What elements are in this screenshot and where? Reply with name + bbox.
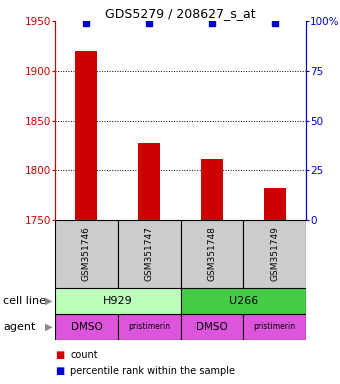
Bar — [243, 220, 306, 288]
Bar — [181, 288, 306, 314]
Bar — [243, 314, 306, 340]
Text: pristimerin: pristimerin — [128, 322, 170, 331]
Bar — [118, 314, 181, 340]
Text: ■: ■ — [55, 350, 64, 360]
Text: DMSO: DMSO — [71, 322, 102, 332]
Text: DMSO: DMSO — [196, 322, 228, 332]
Text: pristimerin: pristimerin — [254, 322, 296, 331]
Bar — [118, 220, 181, 288]
Text: U266: U266 — [228, 296, 258, 306]
Bar — [264, 189, 286, 220]
Text: GSM351747: GSM351747 — [145, 227, 154, 281]
Bar — [55, 220, 118, 288]
Text: percentile rank within the sample: percentile rank within the sample — [70, 366, 235, 376]
Text: agent: agent — [3, 322, 36, 332]
Text: ▶: ▶ — [45, 322, 52, 332]
Text: GSM351746: GSM351746 — [82, 227, 91, 281]
Bar — [55, 314, 118, 340]
Bar — [201, 159, 223, 220]
Text: count: count — [70, 350, 98, 360]
Bar — [181, 314, 243, 340]
Bar — [138, 142, 160, 220]
Bar — [75, 51, 98, 220]
Title: GDS5279 / 208627_s_at: GDS5279 / 208627_s_at — [105, 7, 256, 20]
Bar — [181, 220, 243, 288]
Text: ■: ■ — [55, 366, 64, 376]
Bar — [55, 288, 181, 314]
Text: H929: H929 — [103, 296, 133, 306]
Text: ▶: ▶ — [45, 296, 52, 306]
Text: GSM351749: GSM351749 — [270, 227, 279, 281]
Text: cell line: cell line — [3, 296, 46, 306]
Text: GSM351748: GSM351748 — [207, 227, 216, 281]
